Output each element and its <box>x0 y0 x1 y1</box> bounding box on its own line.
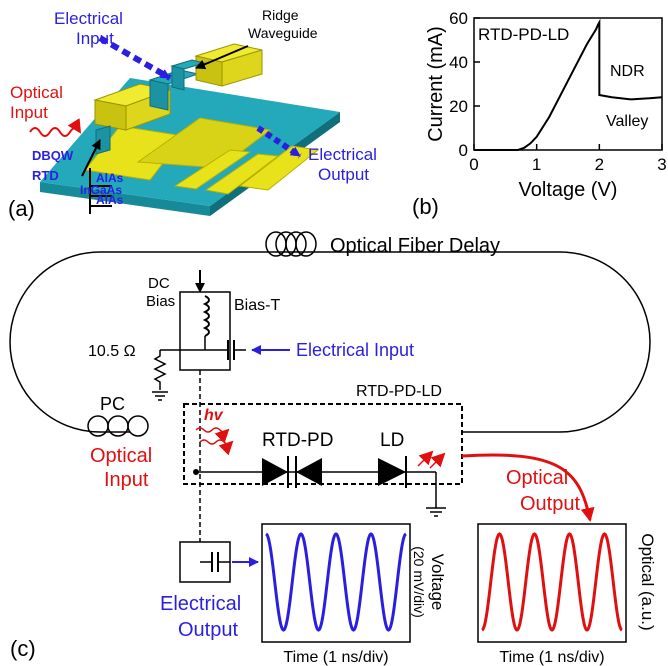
panel-c: Optical Fiber Delay DC Bias Bias-T Elect… <box>9 231 657 666</box>
rtd-pd-diode-icon <box>262 456 322 488</box>
y-tick-label-0: 0 <box>459 141 468 160</box>
rtd-pd-label: RTD-PD <box>262 430 333 451</box>
layer-label-3: AlAs <box>96 193 124 207</box>
optical-waveform-frame <box>477 523 627 643</box>
ld-diode-icon <box>378 456 407 488</box>
iv-series-line-0 <box>474 18 663 151</box>
polarization-controller-icon <box>87 415 149 437</box>
inductor-icon <box>202 295 210 337</box>
ndr-label: NDR <box>610 63 645 80</box>
x-tick-label-1: 1 <box>532 155 541 174</box>
resistor-label: 10.5 Ω <box>88 343 136 360</box>
x-tick-label-3: 3 <box>657 155 666 174</box>
iv-ylabel: Current (mA) <box>425 26 447 142</box>
voltage-ylabel-1: Voltage <box>428 554 447 611</box>
hv-label: hv <box>204 407 224 424</box>
bias-label: Bias <box>146 293 175 310</box>
layer-label-2: InGaAs <box>80 183 122 197</box>
dbqw-pointer <box>81 139 101 177</box>
iv-chart: Current (mA) Voltage (V) RTD-PD-LD NDR V… <box>412 9 667 219</box>
y-tick-label-3: 60 <box>449 9 468 28</box>
iv-chart-frame <box>473 17 663 151</box>
voltage-waveform <box>265 532 407 632</box>
time-label-left: Time (1 ns/div) <box>283 649 388 666</box>
electrical-input-label-2: Input <box>76 29 114 48</box>
x-tick-label-0: 0 <box>469 155 478 174</box>
pad-center <box>136 117 272 169</box>
ridge-pointer <box>195 45 249 70</box>
electrical-output-arrow <box>256 125 302 159</box>
optical-input-label-1: Optical <box>10 83 63 102</box>
y-tick-label-1: 20 <box>449 97 468 116</box>
electrical-input-label-1: Electrical <box>54 9 123 28</box>
ld-label: LD <box>380 430 404 451</box>
optical-output-label-2: Output <box>520 493 580 515</box>
electrical-input-arrow <box>98 35 172 81</box>
dc-label: DC <box>148 275 170 292</box>
rtd-label: RTD <box>32 168 59 183</box>
resistor-icon <box>153 350 167 390</box>
dbqw-label: DBQW <box>32 148 74 163</box>
emission-arrows-icon <box>417 450 446 469</box>
voltage-waveform-frame <box>261 523 411 643</box>
rtd-pd-ld-box <box>183 403 463 485</box>
bias-t-box <box>179 291 231 371</box>
panel-b-label: (b) <box>412 194 439 219</box>
pc-label: PC <box>100 394 125 414</box>
electrical-output-label-2: Output <box>318 165 369 184</box>
mesa-teal-bottom <box>95 125 111 155</box>
mesa-right-side <box>221 49 263 87</box>
voltage-ylabel-2: (20 mV/div) <box>411 546 427 618</box>
time-label-right: Time (1 ns/div) <box>499 649 604 666</box>
module-label: RTD-PD-LD <box>356 383 442 400</box>
x-tick-label-2: 2 <box>595 155 604 174</box>
fiber-delay-label: Optical Fiber Delay <box>330 235 500 257</box>
optical-input-label-c2: Input <box>104 469 149 491</box>
electrical-output-label-c1: Electrical <box>160 593 241 615</box>
valley-label: Valley <box>606 113 648 130</box>
panel-c-label: (c) <box>10 636 36 661</box>
fiber-loop <box>9 251 651 433</box>
mesa-small-front <box>171 65 185 91</box>
bias-t-label: Bias-T <box>234 297 280 314</box>
mesa-mid-front <box>149 79 169 111</box>
iv-xlabel: Voltage (V) <box>519 179 618 201</box>
iv-curve-label: RTD-PD-LD <box>478 25 569 44</box>
photon-wave-icon <box>195 427 234 456</box>
electrical-output-label-c2: Output <box>178 619 238 641</box>
ground-icon-2 <box>426 507 446 517</box>
electrical-input-label-c: Electrical Input <box>296 340 414 360</box>
pad-strip-3 <box>238 145 320 191</box>
optical-input-label-2: Input <box>10 103 48 122</box>
pad-strip-2 <box>204 153 280 195</box>
optical-ylabel: Optical (a.u.) <box>638 533 657 630</box>
optical-input-label-c1: Optical <box>90 445 152 467</box>
y-tick-label-2: 40 <box>449 53 468 72</box>
ground-icon <box>152 391 168 401</box>
panel-a: Electrical Input Ridge Waveguide Optical… <box>8 7 377 221</box>
pad-strip-1 <box>173 149 252 190</box>
substrate-front <box>40 182 210 216</box>
optical-output-label-1: Optical <box>506 467 568 489</box>
optical-output-path <box>461 453 595 522</box>
ridge-label-2: Waveguide <box>248 25 318 41</box>
fiber-coil-icon <box>265 231 317 257</box>
layer-stack <box>89 168 112 214</box>
optical-waveform <box>481 532 623 632</box>
panel-a-label: (a) <box>8 196 35 221</box>
layer-label-1: AlAs <box>96 171 124 185</box>
ridge-label-1: Ridge <box>262 7 299 23</box>
electrical-output-label-1: Electrical <box>308 145 377 164</box>
optical-input-wave <box>29 118 82 137</box>
